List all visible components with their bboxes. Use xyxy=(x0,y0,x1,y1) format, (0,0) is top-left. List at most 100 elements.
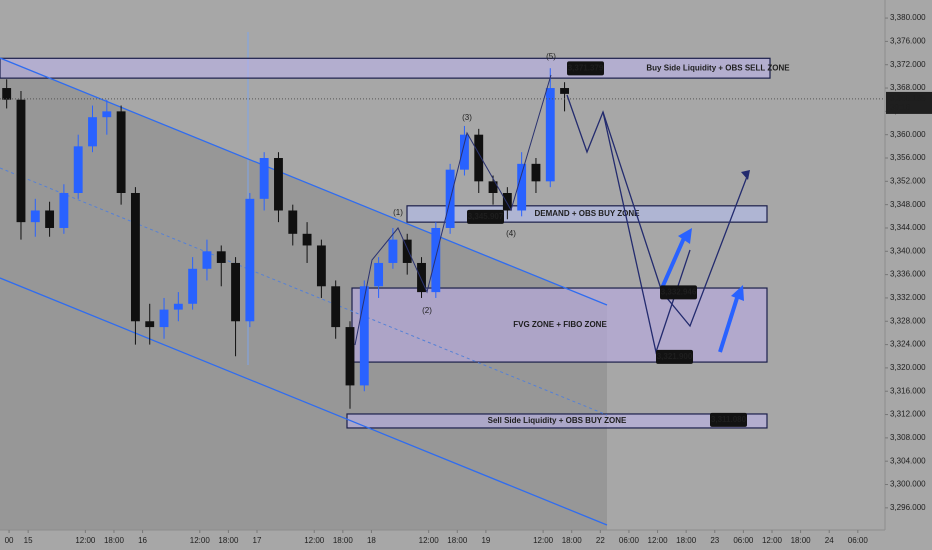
x-tick-label: 12:00 xyxy=(75,536,96,545)
x-tick-label: 18 xyxy=(367,536,376,545)
countdown-label: 39:16 xyxy=(890,103,911,112)
buy-arrow-head xyxy=(678,228,692,244)
zone xyxy=(346,413,768,429)
candle-body xyxy=(402,239,412,263)
candle-body xyxy=(545,88,555,182)
price-label: 3,371.379 xyxy=(568,63,604,72)
candle-body xyxy=(88,117,97,147)
candle-body xyxy=(502,192,512,211)
candle-body xyxy=(488,181,498,193)
x-tick-label: 18:00 xyxy=(218,536,239,545)
y-tick-label: 3,352.000 xyxy=(890,176,926,185)
candle-body xyxy=(231,262,240,322)
x-tick-label: 19 xyxy=(481,536,490,545)
current-price-box xyxy=(886,91,932,114)
x-tick-label: 12:00 xyxy=(304,536,325,545)
candle-body xyxy=(431,227,441,293)
candle-body xyxy=(517,163,527,211)
x-tick-label: 22 xyxy=(596,536,605,545)
y-tick-label: 3,316.000 xyxy=(890,386,926,395)
x-tick-label: 24 xyxy=(825,536,834,545)
candle-body xyxy=(459,134,469,170)
price-label-box xyxy=(567,61,604,76)
zone-label: FVG ZONE + FIBO ZONE xyxy=(513,320,607,329)
price-label: 3,311.080 xyxy=(711,415,747,424)
candle-body xyxy=(2,88,12,100)
y-tick-label: 3,368.000 xyxy=(890,83,926,92)
y-tick-label: 3,304.000 xyxy=(890,456,926,465)
x-tick-label: 18:00 xyxy=(333,536,354,545)
candle-body xyxy=(359,286,369,386)
y-tick-label: 3,324.000 xyxy=(890,340,926,349)
candle-body xyxy=(216,251,226,263)
current-price-label: 3,366.135 xyxy=(890,94,926,103)
x-tick-label: 12:00 xyxy=(648,536,669,545)
x-tick-label: 00 xyxy=(5,536,14,545)
candle-body xyxy=(145,321,155,328)
candle-body xyxy=(474,134,484,182)
candle-body xyxy=(159,309,169,328)
channel-mid xyxy=(0,167,608,416)
price-label: 3,321.900 xyxy=(657,352,693,361)
candle-body xyxy=(259,158,269,199)
x-tick-label: 12:00 xyxy=(190,536,211,545)
candle-body xyxy=(73,146,83,193)
candle-body xyxy=(130,192,140,322)
candle-body xyxy=(560,88,570,94)
y-tick-label: 3,356.000 xyxy=(890,153,926,162)
x-tick-label: 12:00 xyxy=(419,536,440,545)
candle-body xyxy=(173,303,183,310)
buy-arrow xyxy=(660,237,686,289)
x-tick-label: 18:00 xyxy=(676,536,697,545)
candle-body xyxy=(188,268,198,304)
x-tick-label: 06:00 xyxy=(733,536,754,545)
arrow-head xyxy=(741,170,750,180)
x-tick-label: 16 xyxy=(138,536,147,545)
wave-label: (5) xyxy=(546,52,556,61)
wave-count xyxy=(354,74,552,346)
zone-label: DEMAND + OBS BUY ZONE xyxy=(535,209,641,218)
price-label-box xyxy=(467,209,504,224)
y-tick-label: 3,332.000 xyxy=(890,293,926,302)
candle-body xyxy=(374,262,384,287)
zone xyxy=(351,287,768,363)
x-tick-label: 06:00 xyxy=(848,536,869,545)
candle-body xyxy=(102,111,112,118)
y-tick-label: 3,312.000 xyxy=(890,410,926,419)
y-tick-label: 3,340.000 xyxy=(890,246,926,255)
candle-body xyxy=(331,286,341,328)
wave-label: (4) xyxy=(506,229,516,238)
price-label-box xyxy=(660,285,697,300)
candle-body xyxy=(59,192,69,228)
x-tick-label: 18:00 xyxy=(104,536,125,545)
price-label-box xyxy=(710,412,747,427)
channel-shade xyxy=(0,58,607,530)
candle-body xyxy=(531,163,541,182)
candle-body xyxy=(274,158,283,211)
x-tick-label: 12:00 xyxy=(533,536,554,545)
y-tick-label: 3,308.000 xyxy=(890,433,926,442)
y-tick-label: 3,348.000 xyxy=(890,200,926,209)
zone-label: Buy Side Liquidity + OBS SELL ZONE xyxy=(646,63,790,72)
zone-label: Sell Side Liquidity + OBS BUY ZONE xyxy=(488,416,627,425)
buy-arrow-head xyxy=(731,285,744,301)
x-tick-label: 17 xyxy=(253,536,262,545)
y-tick-label: 3,376.000 xyxy=(890,37,926,46)
price-label-box xyxy=(656,349,693,364)
y-tick-label: 3,372.000 xyxy=(890,60,926,69)
candle-body xyxy=(302,233,312,246)
candle-body xyxy=(16,99,26,223)
y-tick-label: 3,320.000 xyxy=(890,363,926,372)
y-tick-label: 3,336.000 xyxy=(890,270,926,279)
candle-body xyxy=(316,245,326,287)
y-tick-label: 3,344.000 xyxy=(890,223,926,232)
wave-label: (3) xyxy=(462,113,472,122)
candle-body xyxy=(30,210,40,223)
channel-lower xyxy=(0,277,608,526)
x-tick-label: 18:00 xyxy=(562,536,583,545)
x-tick-label: 12:00 xyxy=(762,536,783,545)
y-tick-label: 3,296.000 xyxy=(890,503,926,512)
